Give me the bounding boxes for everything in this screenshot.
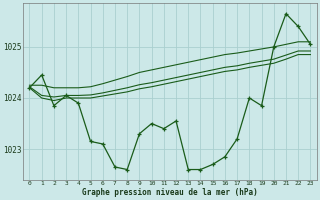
X-axis label: Graphe pression niveau de la mer (hPa): Graphe pression niveau de la mer (hPa) [82, 188, 258, 197]
